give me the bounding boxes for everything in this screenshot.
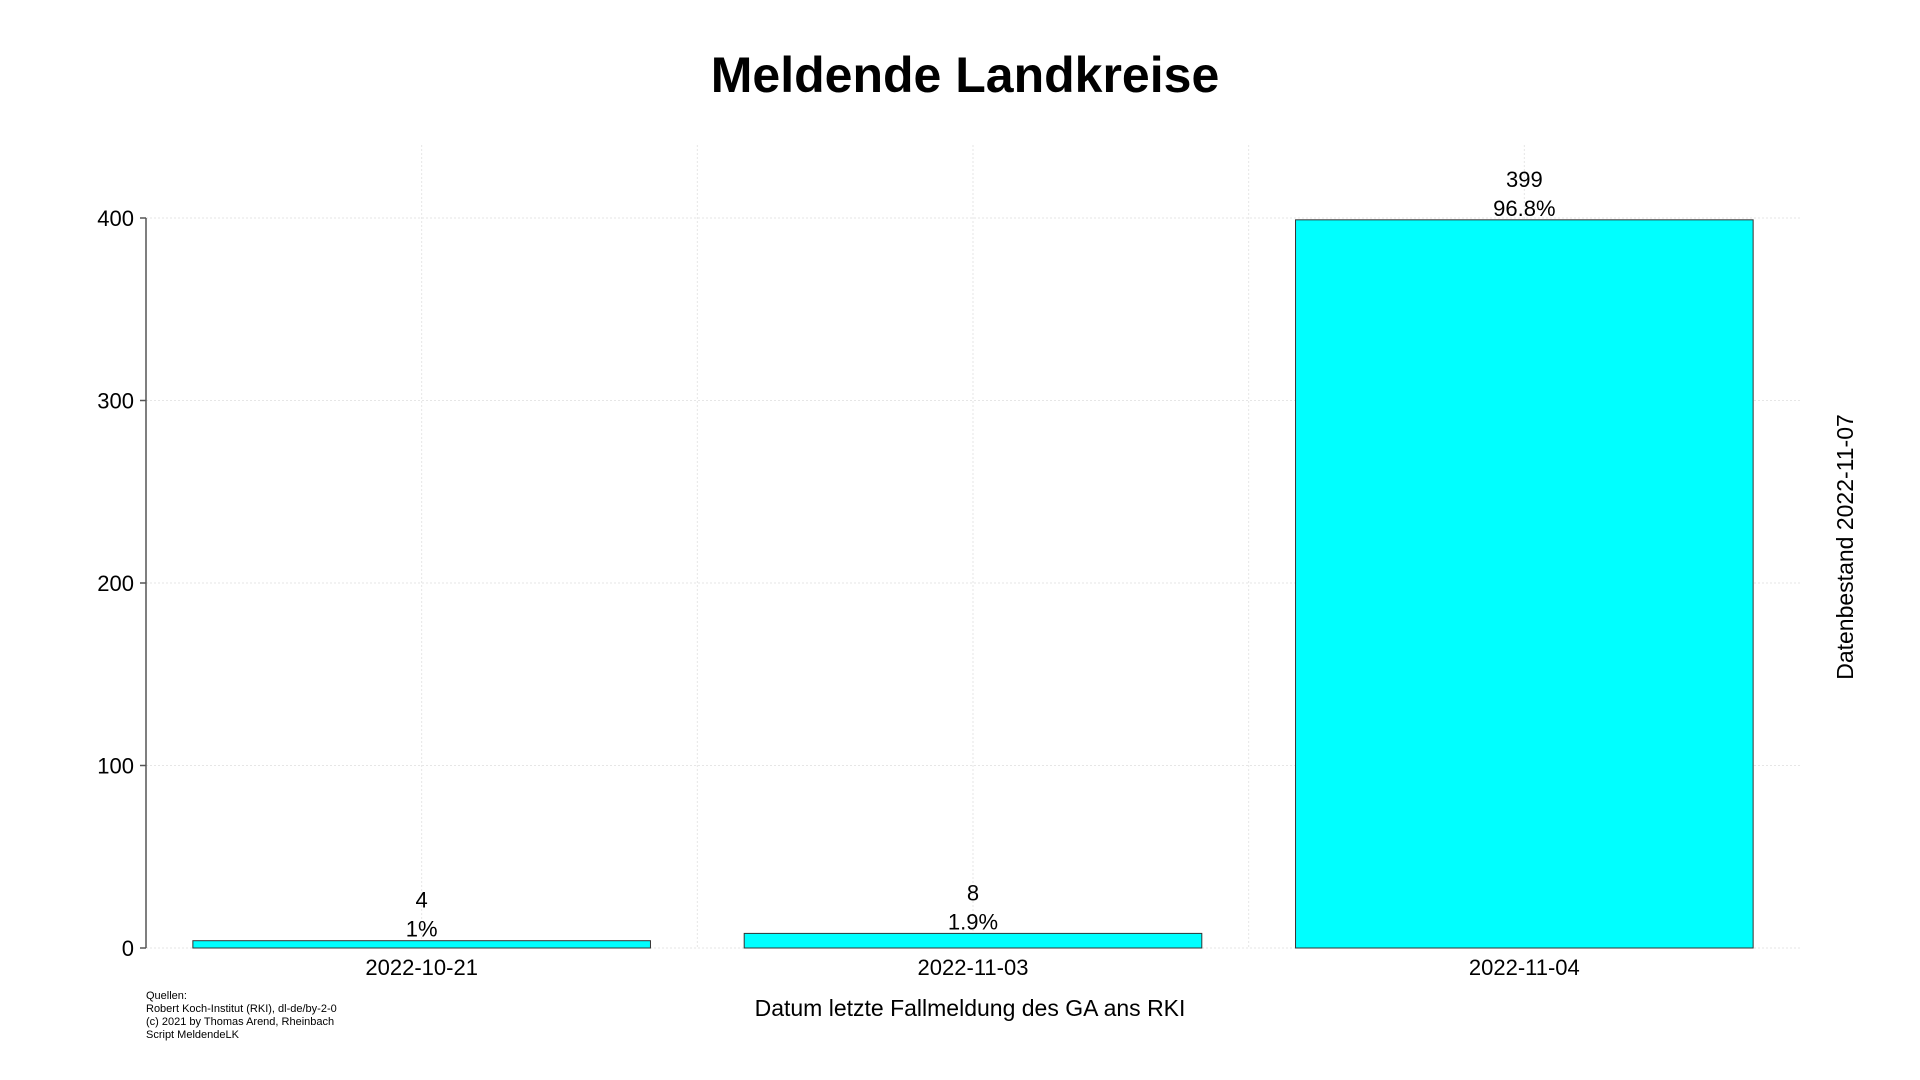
y-tick-label: 100 <box>97 754 134 779</box>
grid <box>146 145 1800 949</box>
y-tick-label: 400 <box>97 206 134 231</box>
script-line: Script MeldendeLK <box>146 1029 239 1041</box>
bar-count-label: 4 <box>416 888 428 913</box>
bar-percent-label: 1.9% <box>948 909 998 934</box>
chart-title: Meldende Landkreise <box>710 47 1220 103</box>
sources-heading: Quellen: <box>146 990 187 1002</box>
data-labels: 4 1% 2022-10-21 8 1.9% 2022-11-03 399 96.8% 2022… <box>365 167 1579 980</box>
x-tick-label: 2022-10-21 <box>365 955 478 980</box>
sources-line: Robert Koch-Institut (RKI), dl-de/by-2-0 <box>146 1003 337 1015</box>
bar-percent-label: 1% <box>406 917 438 942</box>
y-axis: 0 100 200 300 400 <box>97 206 147 961</box>
bar-count-label: 8 <box>967 880 979 905</box>
x-tick-label: 2022-11-04 <box>1469 955 1580 980</box>
bar-count-label: 399 <box>1506 167 1543 192</box>
y-tick-label: 300 <box>97 389 134 414</box>
x-axis-title: Datum letzte Fallmeldung des GA ans RKI <box>755 995 1186 1021</box>
y-tick-label: 0 <box>122 936 134 961</box>
bar <box>743 932 1203 949</box>
bar <box>192 940 651 949</box>
sources-note: Quellen: Robert Koch-Institut (RKI), dl-… <box>146 990 337 1042</box>
y-tick-label: 200 <box>97 571 134 596</box>
copyright-line: (c) 2021 by Thomas Arend, Rheinbach <box>146 1016 335 1028</box>
bar <box>1295 219 1754 949</box>
bars <box>192 219 1754 949</box>
data-date-label: Datenbestand 2022-11-07 <box>1832 414 1858 680</box>
x-tick-label: 2022-11-03 <box>918 955 1029 980</box>
bar-percent-label: 96.8% <box>1493 196 1555 221</box>
